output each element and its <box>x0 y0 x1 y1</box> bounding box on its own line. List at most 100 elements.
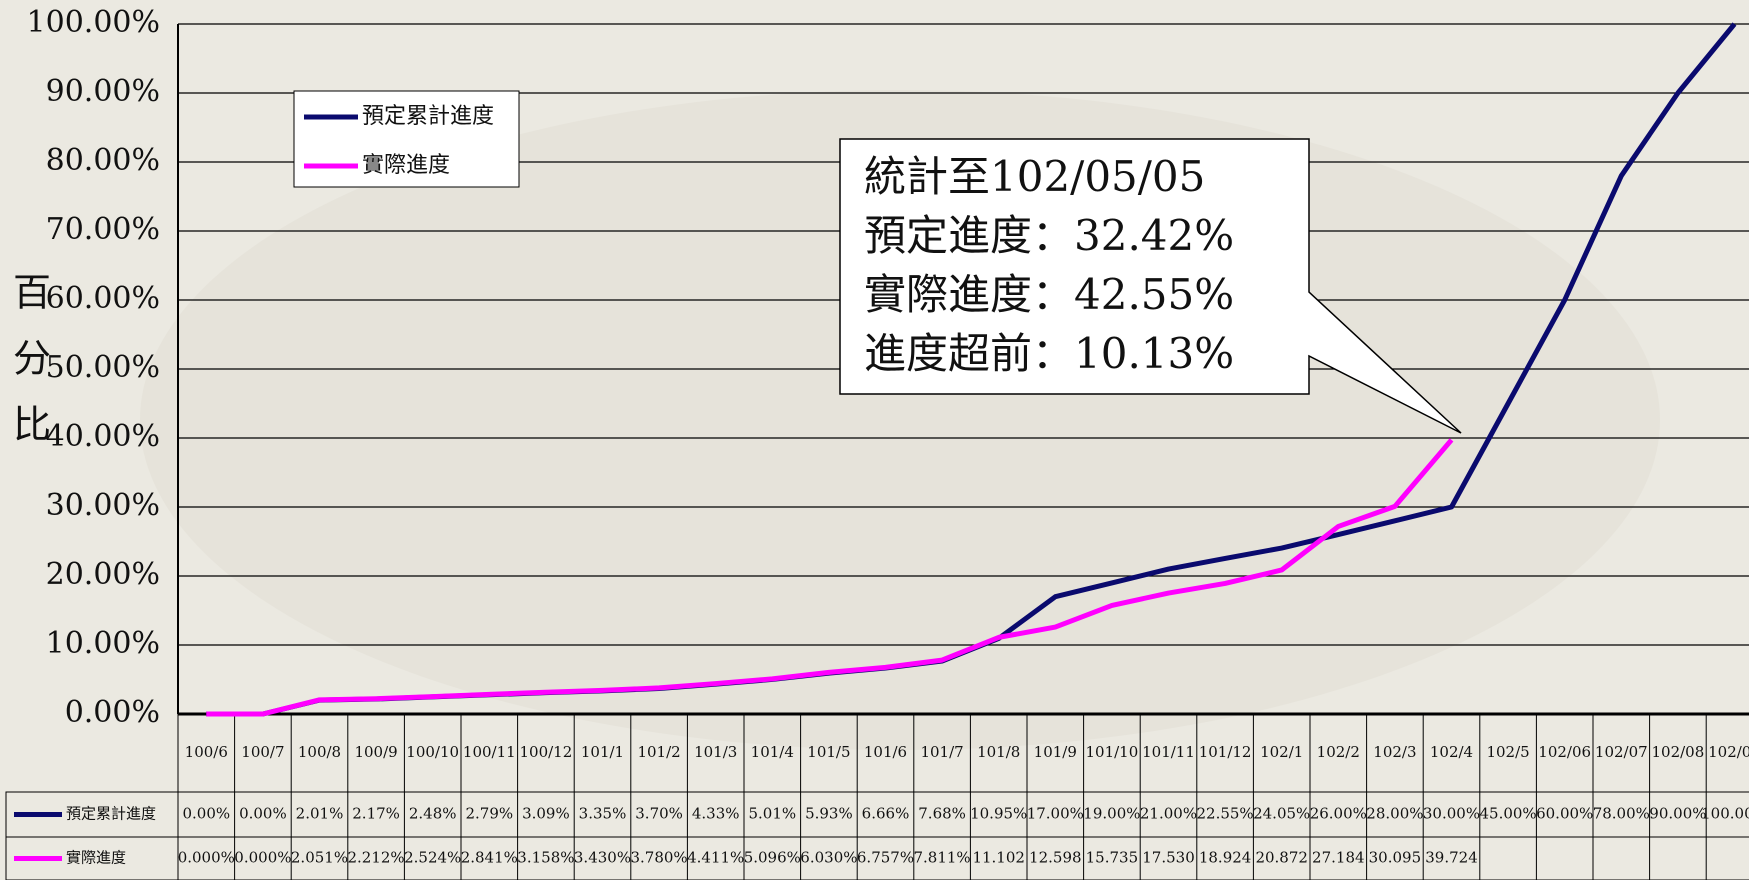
x-tick-label: 102/5 <box>1486 743 1529 761</box>
table-cell: 3.430% <box>574 849 631 867</box>
y-axis-label: 百 <box>13 271 51 315</box>
y-axis-label: 分 <box>13 337 51 381</box>
table-cell: 28.00% <box>1366 805 1423 823</box>
table-cell: 3.35% <box>579 805 627 823</box>
table-cell: 21.00% <box>1140 805 1197 823</box>
table-cell: 19.00% <box>1083 805 1140 823</box>
table-cell: 90.00% <box>1649 805 1706 823</box>
annotation-line: 進度超前：10.13% <box>864 329 1234 378</box>
y-tick-label: 50.00% <box>46 350 160 385</box>
table-cell: 6.030% <box>800 849 857 867</box>
table-cell: 2.051% <box>291 849 348 867</box>
x-tick-label: 102/09 <box>1708 743 1749 761</box>
table-cell: 100.00% <box>1701 805 1749 823</box>
annotation-line: 預定進度：32.42% <box>864 211 1234 260</box>
table-cell: 15.735 <box>1086 849 1139 867</box>
table-cell: 27.184 <box>1312 849 1365 867</box>
table-cell: 3.158% <box>517 849 574 867</box>
legend-label: 預定累計進度 <box>362 104 494 129</box>
x-tick-label: 102/2 <box>1317 743 1360 761</box>
legend-label: 實際進度 <box>362 153 450 178</box>
x-tick-label: 101/12 <box>1199 743 1252 761</box>
x-tick-label: 101/4 <box>751 743 794 761</box>
y-tick-label: 80.00% <box>46 143 160 178</box>
table-cell: 22.55% <box>1196 805 1253 823</box>
table-cell: 5.93% <box>805 805 853 823</box>
table-cell: 17.00% <box>1027 805 1084 823</box>
annotation-line: 統計至102/05/05 <box>864 152 1205 201</box>
table-cell: 20.872 <box>1255 849 1308 867</box>
x-tick-label: 102/4 <box>1430 743 1473 761</box>
y-tick-label: 70.00% <box>46 212 160 247</box>
table-cell: 0.00% <box>239 805 287 823</box>
y-tick-label: 90.00% <box>46 74 160 109</box>
y-axis-label: 比 <box>13 403 51 447</box>
legend-box <box>293 90 520 188</box>
table-cell: 2.841% <box>461 849 518 867</box>
table-cell: 18.924 <box>1199 849 1252 867</box>
x-tick-label: 100/11 <box>463 743 516 761</box>
series-line <box>206 438 1454 717</box>
x-tick-label: 101/8 <box>977 743 1020 761</box>
y-tick-label: 60.00% <box>46 281 160 316</box>
table-cell: 39.724 <box>1425 849 1478 867</box>
x-tick-label: 100/6 <box>185 743 228 761</box>
x-tick-label: 100/10 <box>406 743 459 761</box>
table-cell: 2.524% <box>404 849 461 867</box>
table-cell: 10.95% <box>970 805 1027 823</box>
table-cell: 5.096% <box>744 849 801 867</box>
table-cell: 26.00% <box>1310 805 1367 823</box>
table-cell: 6.757% <box>857 849 914 867</box>
table-cell: 3.70% <box>635 805 683 823</box>
table-cell: 78.00% <box>1593 805 1650 823</box>
x-tick-label: 101/1 <box>581 743 624 761</box>
x-tick-label: 100/7 <box>241 743 284 761</box>
x-tick-label: 101/7 <box>920 743 963 761</box>
table-cell: 3.09% <box>522 805 570 823</box>
x-tick-label: 101/9 <box>1034 743 1077 761</box>
table-row <box>5 836 1749 880</box>
table-cell: 12.598 <box>1029 849 1082 867</box>
table-cell: 45.00% <box>1479 805 1536 823</box>
table-cell: 4.411% <box>687 849 744 867</box>
x-tick-label: 101/11 <box>1142 743 1195 761</box>
table-cell: 24.05% <box>1253 805 1310 823</box>
x-tick-label: 100/12 <box>520 743 573 761</box>
table-cell: 2.48% <box>409 805 457 823</box>
table-cell: 4.33% <box>692 805 740 823</box>
x-tick-label: 102/1 <box>1260 743 1303 761</box>
table-cell: 0.000% <box>178 849 235 867</box>
x-tick-label: 102/08 <box>1652 743 1705 761</box>
y-tick-label: 10.00% <box>46 626 160 661</box>
table-cell: 7.811% <box>913 849 970 867</box>
table-cell: 0.000% <box>234 849 291 867</box>
y-tick-label: 40.00% <box>46 419 160 454</box>
y-tick-label: 100.00% <box>27 5 160 40</box>
table-cell: 0.00% <box>182 805 230 823</box>
table-cell: 2.79% <box>465 805 513 823</box>
y-tick-label: 0.00% <box>65 695 160 730</box>
x-tick-label: 101/3 <box>694 743 737 761</box>
table-series-name: 預定累計進度 <box>66 805 156 823</box>
x-tick-label: 102/3 <box>1373 743 1416 761</box>
table-cell: 11.102 <box>972 849 1025 867</box>
x-tick-label: 101/6 <box>864 743 907 761</box>
table-cell: 17.530 <box>1142 849 1195 867</box>
table-cell: 2.17% <box>352 805 400 823</box>
x-tick-label: 101/5 <box>807 743 850 761</box>
x-tick-label: 100/8 <box>298 743 341 761</box>
annotation-callout <box>839 138 1462 434</box>
x-tick-label: 101/10 <box>1086 743 1139 761</box>
table-series-name: 實際進度 <box>66 849 126 867</box>
table-cell: 2.212% <box>347 849 404 867</box>
y-tick-label: 20.00% <box>46 557 160 592</box>
table-cell: 30.095 <box>1369 849 1422 867</box>
table-cell: 6.66% <box>862 805 910 823</box>
table-cell: 7.68% <box>918 805 966 823</box>
annotation-line: 實際進度：42.55% <box>864 270 1234 319</box>
x-tick-label: 102/07 <box>1595 743 1648 761</box>
table-cell: 2.01% <box>296 805 344 823</box>
table-cell: 60.00% <box>1536 805 1593 823</box>
